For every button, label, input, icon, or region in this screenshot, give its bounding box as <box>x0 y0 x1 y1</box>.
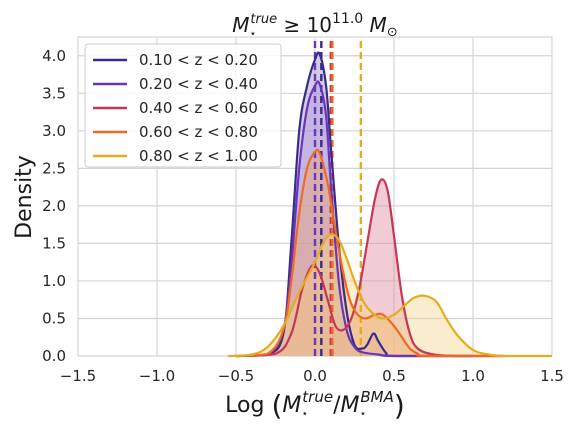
density-fill-series-4 <box>236 149 505 356</box>
density-lines <box>228 51 552 358</box>
x-tick-label: 0.5 <box>382 367 406 385</box>
legend-label: 0.80 < z < 1.00 <box>139 147 258 165</box>
density-fill-series-1 <box>236 52 473 357</box>
title-exp: 11.0 <box>332 11 363 27</box>
y-tick-label: 0.0 <box>42 347 66 365</box>
x-axis-label: Log (M⋆true/M⋆BMA) <box>225 388 405 422</box>
y-tick-label: 2.5 <box>42 159 66 177</box>
x-tick-label: −1.5 <box>60 367 96 385</box>
density-fills <box>228 52 552 357</box>
legend-label: 0.10 < z < 0.20 <box>139 51 258 69</box>
x-label-num: M <box>282 393 301 418</box>
title-unit: M <box>363 13 387 37</box>
x-label-close-paren: ) <box>394 389 405 422</box>
legend-box <box>84 43 282 168</box>
title-relation: ≥ 10 <box>277 13 332 37</box>
chart-title: M⋆true ≥ 1011.0 M⊙ <box>232 11 397 40</box>
legend-items: 0.10 < z < 0.20 0.20 < z < 0.40 0.40 < z <… <box>93 51 258 165</box>
y-tick-label: 3.0 <box>42 122 66 140</box>
density-line-series-3 <box>235 178 505 358</box>
title-base-sup: true <box>250 12 277 27</box>
y-tick-labels: 0.0 0.5 1.0 1.5 2.0 2.5 3.0 3.5 4.0 <box>42 47 66 365</box>
x-label-open-paren: ( <box>271 389 282 422</box>
y-tick-label: 0.5 <box>42 309 66 327</box>
y-tick-label: 2.0 <box>42 197 66 215</box>
title-base-sub: ⋆ <box>250 27 257 40</box>
y-axis-label: Density <box>12 155 37 239</box>
legend-label: 0.60 < z < 0.80 <box>139 123 258 141</box>
x-label-prefix: Log <box>225 393 271 418</box>
legend-label: 0.40 < z < 0.60 <box>139 99 258 117</box>
density-fill-series-3 <box>236 179 505 356</box>
y-tick-label: 4.0 <box>42 47 66 65</box>
x-tick-label: −0.5 <box>218 367 254 385</box>
density-line-series-2 <box>235 80 473 358</box>
title-base: M <box>232 13 249 37</box>
legend: 0.10 < z < 0.20 0.20 < z < 0.40 0.40 < z <… <box>84 43 282 168</box>
x-label-den: M <box>341 393 360 418</box>
density-line-series-5 <box>228 233 552 358</box>
title-unit-sub: ⊙ <box>387 25 398 40</box>
x-label-den-sub: ⋆ <box>359 407 366 420</box>
density-fill-series-5 <box>228 234 552 356</box>
x-tick-label: 0.0 <box>303 367 327 385</box>
x-label-slash: / <box>333 393 341 418</box>
x-label-num-sub: ⋆ <box>301 407 308 420</box>
density-fill-series-2 <box>236 81 473 356</box>
density-line-series-1 <box>235 51 473 358</box>
x-tick-label: −1.0 <box>139 367 175 385</box>
y-tick-label: 1.0 <box>42 272 66 290</box>
legend-label: 0.20 < z < 0.40 <box>139 75 258 93</box>
y-tick-label: 1.5 <box>42 234 66 252</box>
y-tick-label: 3.5 <box>42 84 66 102</box>
x-label-den-sup: BMA <box>360 388 394 406</box>
x-tick-label: 1.5 <box>540 367 564 385</box>
x-tick-label: 1.0 <box>461 367 485 385</box>
x-label-num-sup: true <box>302 388 333 406</box>
density-line-series-4 <box>235 148 505 358</box>
x-tick-labels: −1.5 −1.0 −0.5 0.0 0.5 1.0 1.5 <box>60 367 564 385</box>
